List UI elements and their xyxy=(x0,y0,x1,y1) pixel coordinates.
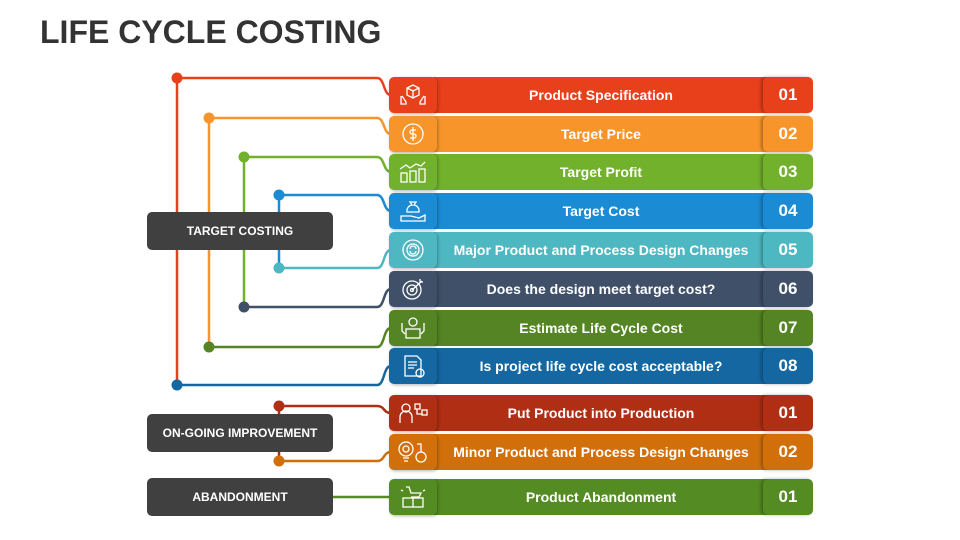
row-number: 04 xyxy=(763,193,813,229)
page-title: LIFE CYCLE COSTING xyxy=(40,14,382,50)
group-target-costing: TARGET COSTING xyxy=(147,212,333,250)
row-6: Does the design meet target cost? 06 xyxy=(389,271,813,307)
row-label: Target Cost xyxy=(433,193,769,229)
connector-dot xyxy=(273,400,285,412)
row-label: Target Price xyxy=(433,116,769,152)
row-number: 06 xyxy=(763,271,813,307)
connector xyxy=(177,76,392,97)
row-label: Major Product and Process Design Changes xyxy=(433,232,769,268)
row-number: 01 xyxy=(763,395,813,431)
row-number: 01 xyxy=(763,479,813,515)
connector-dot xyxy=(171,379,183,391)
document-check-icon xyxy=(389,348,437,384)
connector xyxy=(244,155,392,174)
group-abandonment: ABANDONMENT xyxy=(147,478,333,516)
connector-dot xyxy=(273,262,285,274)
connector xyxy=(209,326,392,349)
row-number: 02 xyxy=(763,116,813,152)
bar-chart-growth-icon xyxy=(389,154,437,190)
connector xyxy=(209,116,392,136)
group-ongoing-improvement: ON-GOING IMPROVEMENT xyxy=(147,414,333,452)
idea-target-icon xyxy=(389,434,437,470)
row-label: Target Profit xyxy=(433,154,769,190)
row-label: Product Abandonment xyxy=(433,479,769,515)
row-4: Target Cost 04 xyxy=(389,193,813,229)
row-label: Estimate Life Cycle Cost xyxy=(433,310,769,346)
row-7: Estimate Life Cycle Cost 07 xyxy=(389,310,813,346)
row-number: 01 xyxy=(763,77,813,113)
connector xyxy=(279,248,392,270)
connector xyxy=(279,450,392,463)
row-label: Put Product into Production xyxy=(433,395,769,431)
product-cycle-icon xyxy=(389,310,437,346)
dollar-coin-icon xyxy=(389,116,437,152)
connector-dot xyxy=(171,72,183,84)
connector xyxy=(279,404,392,415)
connector-dot xyxy=(273,189,285,201)
row-9: Put Product into Production 01 xyxy=(389,395,813,431)
row-label: Product Specification xyxy=(433,77,769,113)
connector xyxy=(279,193,392,213)
row-number: 07 xyxy=(763,310,813,346)
row-number: 05 xyxy=(763,232,813,268)
gear-refresh-icon xyxy=(389,232,437,268)
row-1: Product Specification 01 xyxy=(389,77,813,113)
row-label: Is project life cycle cost acceptable? xyxy=(433,348,769,384)
connector-dot xyxy=(238,301,250,313)
box-in-hands-icon xyxy=(389,77,437,113)
worker-workflow-icon xyxy=(389,395,437,431)
target-arrow-icon xyxy=(389,271,437,307)
row-label: Minor Product and Process Design Changes xyxy=(433,434,769,470)
connector xyxy=(177,364,392,387)
row-number: 02 xyxy=(763,434,813,470)
connector-dot xyxy=(203,341,215,353)
connector xyxy=(244,287,392,309)
connector-dot xyxy=(203,112,215,124)
row-11: Product Abandonment 01 xyxy=(389,479,813,515)
row-10: Minor Product and Process Design Changes… xyxy=(389,434,813,470)
row-8: Is project life cycle cost acceptable? 0… xyxy=(389,348,813,384)
cart-box-icon xyxy=(389,479,437,515)
row-5: Major Product and Process Design Changes… xyxy=(389,232,813,268)
connector-dot xyxy=(238,151,250,163)
row-3: Target Profit 03 xyxy=(389,154,813,190)
row-2: Target Price 02 xyxy=(389,116,813,152)
row-number: 03 xyxy=(763,154,813,190)
row-number: 08 xyxy=(763,348,813,384)
row-label: Does the design meet target cost? xyxy=(433,271,769,307)
connector-dot xyxy=(273,455,285,467)
money-bag-hand-icon xyxy=(389,193,437,229)
